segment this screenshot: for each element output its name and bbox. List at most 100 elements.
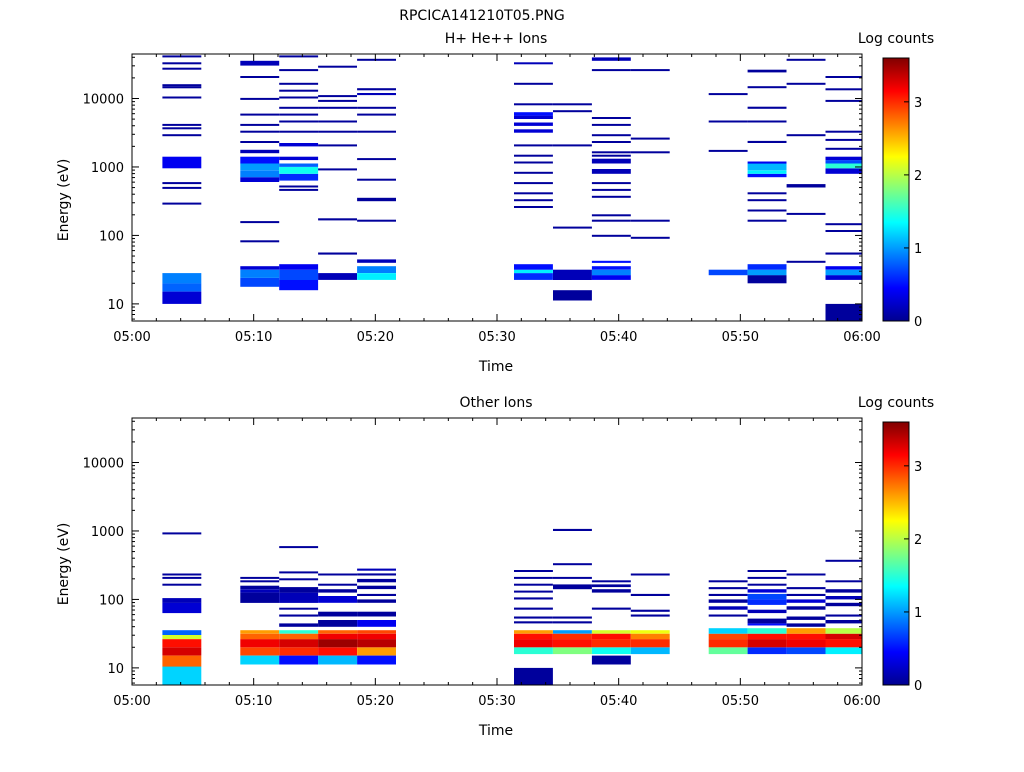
bottom-cell-9-2: [708, 633, 748, 640]
bottom-cell-2-11: [279, 571, 319, 574]
top-cell-2-17: [279, 69, 319, 72]
top-cell-0-15: [162, 55, 202, 58]
bottom-cell-10-3: [747, 628, 787, 634]
top-cell-2-10: [279, 130, 319, 133]
top-x-tick-label-6: 06:00: [843, 330, 880, 345]
bottom-cell-10-0: [747, 647, 787, 655]
bottom-cell-5-3: [514, 633, 553, 640]
top-cell-10-4: [747, 209, 787, 212]
top-cell-11-0: [786, 260, 826, 263]
top-cell-12-5: [825, 230, 862, 232]
top-cell-8-0: [630, 236, 670, 239]
bottom-cell-0-0: [162, 666, 202, 685]
top-cell-4-6: [357, 158, 396, 161]
top-cell-5-14: [514, 112, 553, 116]
top-x-tick-label-0: 05:00: [113, 330, 150, 345]
top-cell-4-2: [357, 259, 396, 263]
top-cell-6-5: [553, 103, 592, 106]
top-colorbar-label: Log counts: [858, 31, 934, 47]
bottom-cell-0-6: [162, 602, 202, 614]
bottom-cell-10-2: [747, 633, 787, 640]
bottom-cell-2-5: [279, 623, 319, 627]
top-cell-1-2: [240, 266, 280, 270]
bottom-x-tick-label-6: 06:00: [843, 694, 880, 709]
top-cell-7-5: [591, 219, 631, 222]
top-cell-7-10: [591, 169, 631, 174]
bottom-cell-3-2: [318, 639, 357, 648]
top-cell-0-12: [162, 84, 202, 87]
bottom-cell-7-4: [591, 630, 631, 634]
top-cell-4-4: [357, 197, 396, 202]
bottom-cell-11-9: [786, 587, 826, 590]
top-x-tick-label-5: 05:50: [722, 330, 759, 345]
top-y-axis-label: Energy (eV): [56, 159, 72, 242]
bottom-cell-3-5: [318, 620, 357, 627]
bottom-cell-5-0: [514, 667, 553, 685]
top-cell-5-13: [514, 115, 553, 119]
top-cell-8-3: [630, 137, 670, 140]
bottom-cell-3-3: [318, 633, 357, 640]
top-cell-5-12: [514, 122, 553, 126]
top-cell-6-0: [553, 290, 592, 301]
bottom-cell-4-7: [357, 599, 396, 603]
top-x-tick-label-4: 05:40: [600, 330, 637, 345]
bottom-y-tick-label-3: 10000: [83, 457, 124, 472]
bottom-cell-9-8: [708, 587, 748, 590]
top-heatmap-cells: [162, 55, 862, 321]
bottom-cell-10-1: [747, 639, 787, 648]
bottom-axes: 05:00 05:10 05:20 05:30 05:40 05:50 06:00 10 100…: [83, 417, 881, 709]
top-cell-4-8: [357, 113, 396, 116]
bottom-cell-12-8: [825, 589, 862, 593]
bottom-cell-12-1: [825, 639, 862, 648]
top-axes: 05:00 05:10 05:20 05:30 05:40 05:50 06:00 10 100…: [83, 53, 881, 345]
bottom-cell-0-2: [162, 647, 202, 656]
top-cell-7-18: [591, 69, 631, 72]
bottom-cell-2-12: [279, 546, 319, 549]
bottom-cell-0-3: [162, 639, 202, 648]
bottom-cell-1-0: [240, 655, 280, 665]
top-cell-6-4: [553, 110, 592, 113]
top-cell-0-2: [162, 273, 202, 284]
bottom-cell-2-1: [279, 647, 319, 656]
top-cell-7-15: [591, 134, 631, 137]
bottom-cell-10-9: [747, 589, 787, 593]
bottom-cell-1-7: [240, 585, 280, 590]
top-cell-12-15: [825, 88, 862, 91]
top-cell-0-0: [162, 291, 202, 304]
bottom-cell-2-4: [279, 630, 319, 634]
bottom-cell-12-3: [825, 628, 862, 634]
top-cell-1-7: [240, 163, 280, 171]
figure-title: RPCICA141210T05.PNG: [399, 8, 564, 24]
top-cell-5-10: [514, 144, 553, 147]
top-cell-2-2: [279, 264, 319, 270]
bottom-cell-11-10: [786, 573, 826, 576]
top-cell-1-12: [240, 123, 280, 126]
bottom-cell-11-3: [786, 628, 826, 634]
top-y-tick-label-1: 100: [99, 229, 124, 244]
top-cell-4-9: [357, 106, 396, 109]
top-cell-12-16: [825, 76, 862, 78]
top-cell-11-4: [786, 82, 826, 85]
top-cell-2-9: [279, 143, 319, 147]
top-cell-5-4: [514, 199, 553, 202]
top-cell-4-12: [357, 58, 396, 61]
top-cell-12-14: [825, 99, 862, 102]
bottom-cell-10-12: [747, 570, 787, 572]
top-cell-2-13: [279, 106, 319, 109]
bottom-cell-4-11: [357, 573, 396, 576]
top-cell-7-0: [591, 275, 631, 280]
bottom-cell-9-5: [708, 606, 748, 610]
bottom-cell-9-4: [708, 614, 748, 617]
bottom-colorbar: 0 1 2 3: [882, 421, 922, 694]
top-colorbar-gradient: [882, 57, 910, 322]
top-cell-6-3: [553, 144, 592, 147]
top-cell-9-3: [708, 93, 748, 96]
top-cell-12-1: [825, 275, 862, 280]
top-cell-6-1: [553, 269, 592, 280]
bottom-cell-1-2: [240, 639, 280, 648]
top-cell-7-16: [591, 123, 631, 126]
top-cell-2-1: [279, 269, 319, 280]
top-cell-2-7: [279, 163, 319, 167]
bottom-cell-12-10: [825, 559, 862, 562]
bottom-cell-0-10: [162, 573, 202, 576]
